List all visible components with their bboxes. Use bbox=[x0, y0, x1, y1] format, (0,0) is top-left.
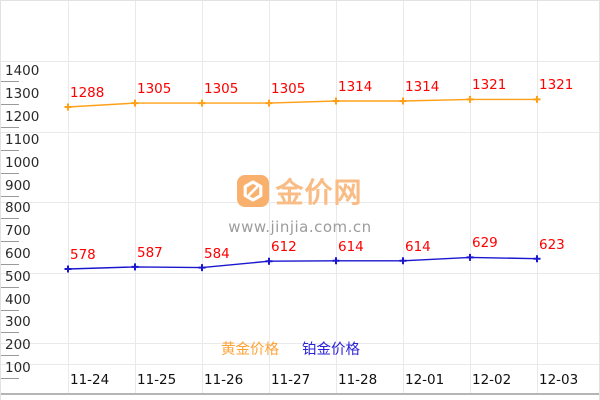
gold-price-line bbox=[67, 98, 537, 108]
y-axis-label: 1000 bbox=[5, 154, 40, 171]
y-axis-tick bbox=[1, 218, 19, 220]
watermark-brand: 金价网 bbox=[275, 176, 363, 209]
y-axis-tick bbox=[1, 241, 19, 243]
data-point-marker bbox=[265, 99, 273, 107]
vertical-gridline bbox=[470, 1, 471, 393]
y-axis-tick bbox=[1, 264, 19, 265]
x-axis-line bbox=[1, 393, 599, 395]
vertical-gridline bbox=[537, 1, 538, 393]
data-point-marker bbox=[533, 95, 541, 103]
vertical-gridline bbox=[202, 1, 203, 393]
data-point-marker bbox=[399, 97, 407, 105]
vertical-gridline bbox=[135, 1, 136, 393]
y-axis-tick bbox=[1, 172, 19, 174]
x-axis-label: 11-26 bbox=[204, 372, 244, 388]
y-axis-tick bbox=[1, 378, 19, 380]
data-point-marker bbox=[265, 257, 273, 265]
y-axis-tick bbox=[1, 195, 19, 197]
data-point-value-label: 614 bbox=[338, 238, 364, 255]
data-point-value-label: 612 bbox=[271, 239, 297, 256]
y-axis-tick bbox=[1, 355, 19, 357]
horizontal-gridline bbox=[1, 343, 599, 344]
data-point-value-label: 1321 bbox=[539, 77, 574, 94]
horizontal-gridline bbox=[1, 131, 599, 133]
y-axis-label: 400 bbox=[5, 291, 31, 308]
data-point-marker bbox=[332, 257, 340, 265]
y-axis-label: 200 bbox=[5, 337, 31, 354]
legend-item-gold: 黄金价格 bbox=[221, 342, 279, 358]
x-axis-label: 11-27 bbox=[271, 372, 311, 388]
x-axis-label: 11-25 bbox=[137, 372, 177, 388]
y-axis-label: 800 bbox=[5, 200, 31, 217]
yen-hexagon-icon bbox=[237, 175, 270, 207]
y-axis-label: 500 bbox=[5, 268, 31, 285]
y-axis-label: 700 bbox=[5, 223, 31, 240]
y-axis-label: 1300 bbox=[5, 86, 40, 103]
data-point-value-label: 629 bbox=[472, 235, 498, 252]
data-point-marker bbox=[131, 99, 139, 107]
data-point-marker bbox=[131, 263, 139, 271]
vertical-gridline bbox=[336, 1, 337, 393]
vertical-gridline bbox=[403, 1, 404, 393]
chart-legend: 黄金价格 铂金价格 bbox=[221, 338, 360, 359]
data-point-value-label: 1321 bbox=[472, 77, 507, 94]
y-axis-label: 1200 bbox=[5, 109, 40, 126]
data-point-value-label: 614 bbox=[405, 238, 431, 255]
data-point-value-label: 1314 bbox=[405, 79, 440, 95]
y-axis-label: 1100 bbox=[5, 131, 40, 148]
watermark-url: www.jinjia.com.cn bbox=[228, 218, 372, 236]
data-point-value-label: 623 bbox=[539, 236, 565, 253]
horizontal-gridline bbox=[1, 272, 599, 274]
data-point-marker bbox=[466, 253, 474, 261]
data-point-value-label: 1288 bbox=[70, 85, 105, 101]
data-point-marker bbox=[198, 99, 206, 107]
data-point-value-label: 584 bbox=[204, 245, 230, 262]
y-axis-label: 1400 bbox=[5, 63, 40, 80]
horizontal-gridline bbox=[1, 364, 599, 365]
y-axis-tick bbox=[1, 149, 19, 151]
vertical-gridline bbox=[269, 1, 270, 393]
watermark: 金价网 www.jinjia.com.cn bbox=[1, 171, 599, 236]
legend-item-platinum: 铂金价格 bbox=[302, 342, 360, 358]
x-axis-label: 12-02 bbox=[472, 372, 512, 388]
data-point-marker bbox=[198, 264, 206, 272]
platinum-price-line bbox=[67, 256, 538, 270]
data-point-marker bbox=[533, 255, 541, 263]
y-axis-label: 600 bbox=[5, 246, 31, 262]
data-point-value-label: 1314 bbox=[338, 79, 373, 95]
y-axis-tick bbox=[1, 286, 19, 288]
y-axis-label: 900 bbox=[5, 177, 31, 194]
data-point-value-label: 1305 bbox=[137, 81, 172, 98]
x-axis-label: 11-24 bbox=[70, 372, 110, 388]
watermark-brand-row: 金价网 bbox=[1, 171, 599, 211]
y-axis-tick bbox=[1, 309, 19, 311]
data-point-value-label: 1305 bbox=[271, 81, 306, 98]
data-point-value-label: 587 bbox=[137, 244, 163, 261]
data-point-marker bbox=[466, 95, 474, 103]
data-point-value-label: 1305 bbox=[204, 81, 239, 98]
y-axis-tick bbox=[1, 332, 19, 334]
horizontal-gridline bbox=[1, 61, 599, 62]
data-point-marker bbox=[399, 257, 407, 265]
x-axis-label: 12-03 bbox=[539, 372, 579, 388]
data-point-marker bbox=[64, 103, 72, 111]
y-axis-label: 300 bbox=[5, 314, 31, 331]
y-axis-tick bbox=[1, 81, 19, 83]
y-axis-tick bbox=[1, 104, 19, 106]
x-axis-label: 12-01 bbox=[405, 372, 445, 388]
data-point-marker bbox=[332, 97, 340, 105]
x-axis-label: 11-28 bbox=[338, 372, 378, 388]
data-point-marker bbox=[64, 265, 72, 273]
y-axis-tick bbox=[1, 127, 19, 129]
y-axis-label: 100 bbox=[5, 360, 31, 377]
horizontal-gridline bbox=[1, 202, 599, 203]
data-point-value-label: 578 bbox=[70, 247, 96, 263]
vertical-gridline bbox=[68, 1, 69, 393]
